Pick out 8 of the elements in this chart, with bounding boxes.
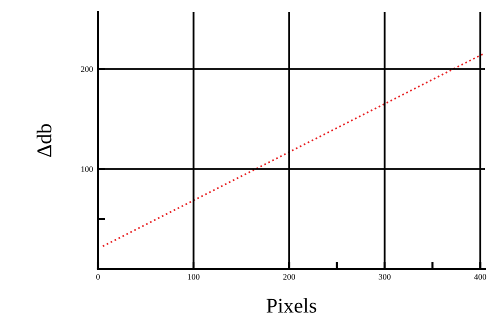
x-tick-label: 100 [188,274,200,280]
line-series [102,52,485,248]
x-tick-label: 300 [378,274,391,280]
x-tick-label: 200 [283,274,296,280]
x-axis-title: Pixels [266,298,316,313]
x-tick-label: 400 [474,274,486,280]
x-tick-label: 0 [96,274,100,280]
y-axis-title: Δdb [36,124,52,157]
